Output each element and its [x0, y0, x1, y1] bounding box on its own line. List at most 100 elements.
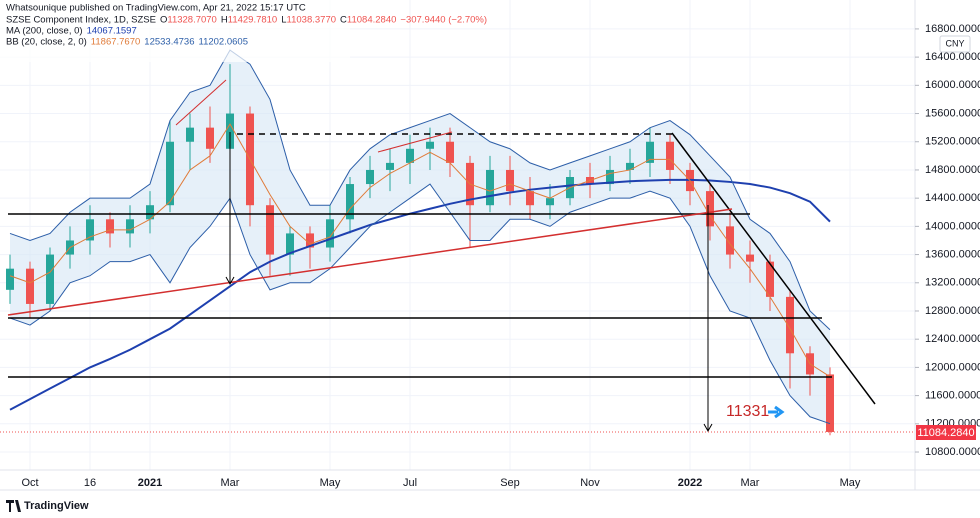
- y-tick-label: 16000.0000: [925, 79, 980, 91]
- y-tick-label: 14000.0000: [925, 220, 980, 232]
- indicator-name: BB (20, close, 2, 0): [6, 37, 87, 48]
- y-tick-label: 12400.0000: [925, 333, 980, 345]
- x-tick-label: 2021: [138, 477, 162, 489]
- drawings: [0, 79, 915, 433]
- currency-badge: [939, 35, 971, 53]
- y-tick-label: 15200.0000: [925, 136, 980, 148]
- candle-body: [626, 162, 634, 170]
- annotation-arrow: [768, 405, 785, 419]
- change: −307.9440 (−2.70%): [400, 15, 487, 26]
- trend-line: [7, 208, 733, 316]
- indicator-value: 11202.0605: [199, 37, 249, 48]
- y-tick-label: 16400.0000: [925, 51, 980, 63]
- y-tick-label: 14400.0000: [925, 192, 980, 204]
- candle-body: [646, 141, 654, 163]
- y-tick-label: 14800.0000: [925, 164, 980, 176]
- candle-body: [6, 268, 14, 290]
- y-tick-label: 10800.0000: [925, 446, 980, 458]
- y-tick-label: 12800.0000: [925, 305, 980, 317]
- arrow-head: [225, 276, 235, 286]
- last-price: 11084.2840: [917, 427, 974, 439]
- candle-body: [226, 113, 234, 149]
- trend-arrow: [175, 79, 227, 126]
- indicator-name: MA (200, close, 0): [6, 26, 83, 37]
- candle-body: [346, 184, 354, 220]
- candle-body: [406, 148, 414, 163]
- x-tick-label: Nov: [580, 477, 600, 489]
- candle-body: [186, 127, 194, 142]
- ohlc-value: 11429.7810: [228, 15, 278, 26]
- candle-body: [666, 141, 674, 170]
- y-tick-label: 13600.0000: [925, 248, 980, 260]
- candle-body: [266, 205, 274, 255]
- ohlc-label: H: [221, 15, 228, 26]
- x-tick-label: May: [320, 477, 341, 489]
- candle-body: [726, 226, 734, 255]
- candle-body: [286, 233, 294, 255]
- x-tick-label: Mar: [741, 477, 760, 489]
- candle-body: [306, 233, 314, 248]
- ohlc-label: C: [340, 15, 347, 26]
- ohlc-value: 11084.2840: [347, 15, 397, 26]
- indicator-value: 11867.7670: [91, 37, 141, 48]
- candle-body: [46, 254, 54, 304]
- band-fill: [10, 50, 830, 424]
- indicator-line: [9, 123, 831, 378]
- x-tick-label: Sep: [500, 477, 520, 489]
- y-tick-label: 13200.0000: [925, 277, 980, 289]
- candle-body: [326, 219, 334, 248]
- indicator-line: [9, 183, 831, 425]
- candle-body: [446, 141, 454, 163]
- publisher: Whatsounique published on TradingView.co…: [6, 3, 306, 14]
- candle-body: [706, 191, 714, 227]
- indicator-line: [9, 178, 831, 411]
- candle-body: [486, 169, 494, 206]
- trend-line: [671, 132, 876, 405]
- candle-body: [206, 127, 214, 149]
- candle-body: [106, 219, 114, 234]
- y-tick-label: 15600.0000: [925, 107, 980, 119]
- candle-body: [166, 141, 174, 206]
- x-tick-label: Jul: [403, 477, 417, 489]
- candle-body: [426, 141, 434, 149]
- x-tick-label: 16: [84, 477, 96, 489]
- price-axis: 10800.000011200.000011600.000012000.0000…: [915, 23, 980, 458]
- indicator-value: 14067.1597: [87, 26, 137, 37]
- ohlc-value: 11328.7070: [167, 15, 217, 26]
- symbol: SZSE Component Index, 1D, SZSE: [6, 15, 156, 26]
- candle-body: [86, 219, 94, 241]
- candle-body: [526, 191, 534, 206]
- candle-body: [146, 205, 154, 220]
- arrow-head: [703, 423, 713, 433]
- footer-brand: TradingView: [24, 500, 89, 512]
- x-tick-label: May: [840, 477, 861, 489]
- candle-body: [606, 169, 614, 185]
- y-tick-label: 12000.0000: [925, 361, 980, 373]
- x-tick-label: Oct: [21, 477, 38, 489]
- legend-background: [0, 0, 350, 62]
- x-tick-label: Mar: [221, 477, 240, 489]
- legend: SZSE Component Index, 1D, SZSE O 11328.707…: [6, 15, 487, 48]
- y-tick-label: 11600.0000: [925, 390, 980, 402]
- ohlc-label: L: [281, 15, 286, 26]
- candle-body: [546, 198, 554, 206]
- annotation: 11331: [726, 403, 769, 420]
- indicator-line: [9, 49, 831, 331]
- trend-arrow: [377, 131, 453, 153]
- ohlc-label: O: [160, 15, 167, 26]
- candle-body: [746, 254, 754, 262]
- candle-body: [26, 268, 34, 304]
- candle-body: [826, 374, 834, 432]
- candle-body: [126, 219, 134, 234]
- candle-body: [766, 261, 774, 297]
- candle-body: [386, 162, 394, 170]
- logo: [6, 500, 21, 512]
- ohlc-value: 11038.3770: [287, 15, 337, 26]
- candle-body: [366, 169, 374, 185]
- currency: CNY: [945, 38, 964, 48]
- indicator-value: 12533.4736: [144, 37, 194, 48]
- y-tick-label: 16800.0000: [925, 23, 980, 35]
- candle-body: [506, 169, 514, 192]
- candle-body: [786, 296, 794, 354]
